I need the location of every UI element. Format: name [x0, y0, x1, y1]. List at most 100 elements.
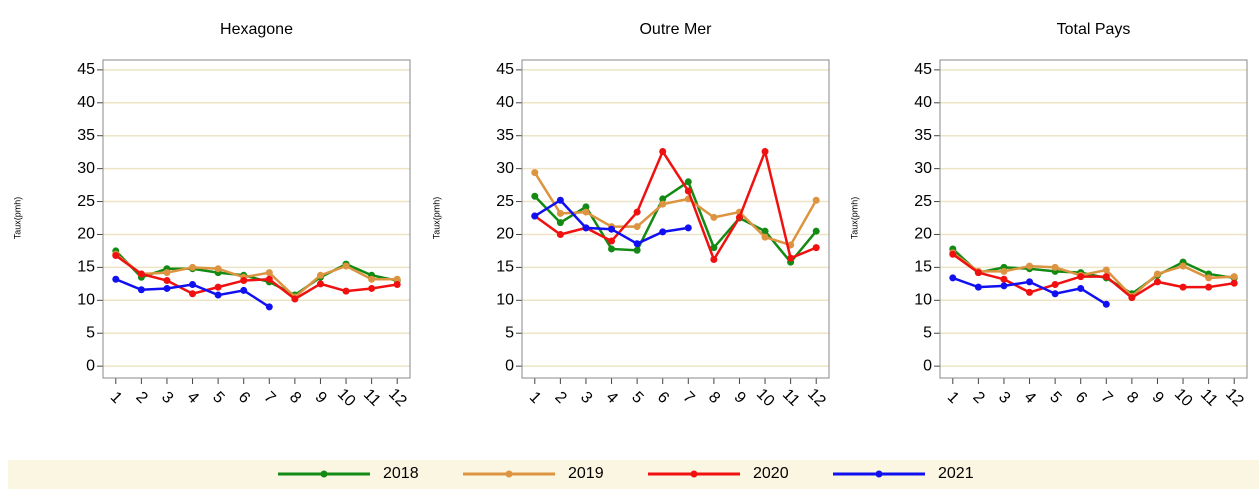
y-tick-label: 40	[496, 94, 514, 111]
point	[1000, 267, 1008, 275]
plot-frame	[102, 59, 411, 379]
point	[265, 275, 273, 283]
point	[949, 274, 957, 282]
y-tick-label: 30	[496, 160, 514, 177]
point	[710, 244, 718, 252]
y-tick-label: 10	[496, 292, 514, 309]
point	[163, 277, 171, 285]
point	[393, 281, 401, 289]
point	[761, 227, 769, 235]
point	[633, 240, 641, 248]
point	[684, 178, 692, 186]
chart-title: Total Pays	[1057, 21, 1131, 38]
point	[531, 169, 539, 177]
point	[1026, 262, 1034, 270]
y-axis-label: Taux(pmh)	[431, 197, 441, 240]
point	[291, 295, 299, 303]
point	[1077, 284, 1085, 292]
point	[633, 208, 641, 216]
point	[582, 224, 590, 232]
point	[1205, 274, 1213, 282]
point	[214, 291, 222, 299]
point	[812, 196, 820, 204]
point	[633, 223, 641, 231]
point	[1051, 290, 1059, 298]
point	[1179, 283, 1187, 291]
point	[189, 281, 197, 289]
y-tick-label: 15	[496, 259, 514, 276]
series-line	[952, 251, 1235, 299]
point	[240, 277, 248, 285]
point	[1128, 294, 1136, 302]
point	[659, 195, 667, 203]
point	[812, 227, 820, 235]
point	[1102, 273, 1110, 281]
series-line	[534, 147, 817, 263]
point	[556, 230, 564, 238]
y-tick-label: 10	[914, 292, 932, 309]
y-tick-label: 25	[914, 193, 932, 210]
point	[1051, 263, 1059, 271]
point	[137, 270, 145, 278]
point	[659, 200, 667, 208]
legend-label: 2018	[383, 465, 419, 482]
y-tick-label: 5	[505, 324, 514, 341]
legend-background	[8, 460, 1259, 489]
y-tick-label: 25	[496, 193, 514, 210]
point	[112, 275, 120, 283]
point	[556, 209, 564, 217]
point	[1153, 270, 1161, 278]
point	[556, 219, 564, 227]
legend-marker	[320, 470, 328, 478]
legend-marker	[875, 470, 883, 478]
y-tick-label: 45	[77, 61, 95, 78]
point	[137, 286, 145, 294]
legend-marker	[505, 470, 513, 478]
point	[1205, 283, 1213, 291]
point	[1230, 273, 1238, 281]
point	[684, 187, 692, 195]
point	[1026, 278, 1034, 286]
point	[368, 275, 376, 283]
point	[316, 280, 324, 288]
y-tick-label: 15	[77, 259, 95, 276]
point	[214, 265, 222, 273]
legend-label: 2021	[938, 465, 974, 482]
y-tick-label: 35	[496, 127, 514, 144]
series-line	[533, 179, 818, 265]
point	[531, 192, 539, 200]
series-line	[533, 171, 818, 247]
y-tick-label: 5	[923, 324, 932, 341]
point	[531, 212, 539, 220]
point	[1000, 275, 1008, 283]
legend-marker	[690, 470, 698, 478]
y-tick-label: 40	[77, 94, 95, 111]
point	[368, 284, 376, 292]
point	[1000, 282, 1008, 290]
chart-title: Hexagone	[220, 21, 293, 38]
point	[1102, 300, 1110, 308]
legend-label: 2020	[753, 465, 789, 482]
point	[214, 283, 222, 291]
point	[710, 255, 718, 263]
point	[761, 233, 769, 241]
point	[1179, 262, 1187, 270]
point	[659, 148, 667, 156]
point	[684, 224, 692, 232]
y-tick-label: 45	[496, 61, 514, 78]
plot-frame	[939, 59, 1248, 379]
series-line	[115, 254, 398, 301]
series-line	[115, 253, 398, 299]
point	[1102, 266, 1110, 274]
point	[189, 263, 197, 271]
point	[556, 196, 564, 204]
point	[812, 244, 820, 252]
point	[582, 203, 590, 211]
y-tick-label: 25	[77, 193, 95, 210]
point	[582, 208, 590, 216]
point	[265, 269, 273, 277]
chart-title: Outre Mer	[639, 21, 712, 38]
point	[608, 237, 616, 245]
